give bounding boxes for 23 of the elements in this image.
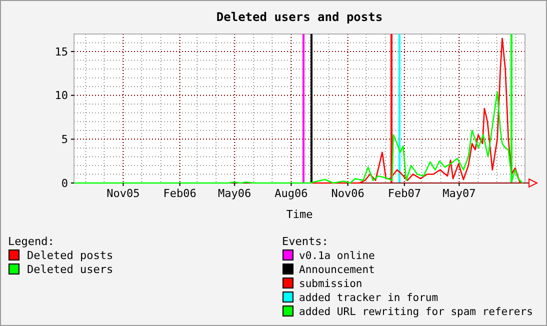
legend-label: Announcement — [299, 264, 375, 276]
legend-label: added tracker in forum — [299, 292, 438, 304]
legend-label: v0.1a online — [299, 250, 375, 262]
legend-label: Deleted users — [27, 263, 114, 276]
y-tick-label: 15 — [54, 45, 68, 58]
y-tick-label: 0 — [61, 176, 68, 190]
y-tick-label: 5 — [61, 133, 68, 146]
legend-label: submission — [299, 278, 362, 290]
x-tick-label: May06 — [218, 187, 252, 200]
text: Events: — [282, 235, 328, 248]
legend-label: Deleted posts — [27, 249, 114, 262]
x-tick-label: Nov06 — [331, 187, 364, 200]
x-tick-label: Aug06 — [274, 187, 308, 200]
line-series — [311, 38, 521, 184]
x-tick-label: Feb07 — [388, 187, 421, 200]
x-tick-label: May07 — [442, 187, 476, 200]
legend-label: added URL rewriting for spam referers — [299, 306, 533, 318]
y-tick-label: 10 — [54, 89, 68, 102]
legend-title: Legend: — [8, 235, 54, 248]
x-tick-label: Nov05 — [106, 187, 140, 200]
x-axis-title: Time — [286, 208, 313, 221]
chart-title: Deleted users and posts — [216, 10, 383, 24]
x-tick-label: Feb06 — [163, 187, 196, 200]
